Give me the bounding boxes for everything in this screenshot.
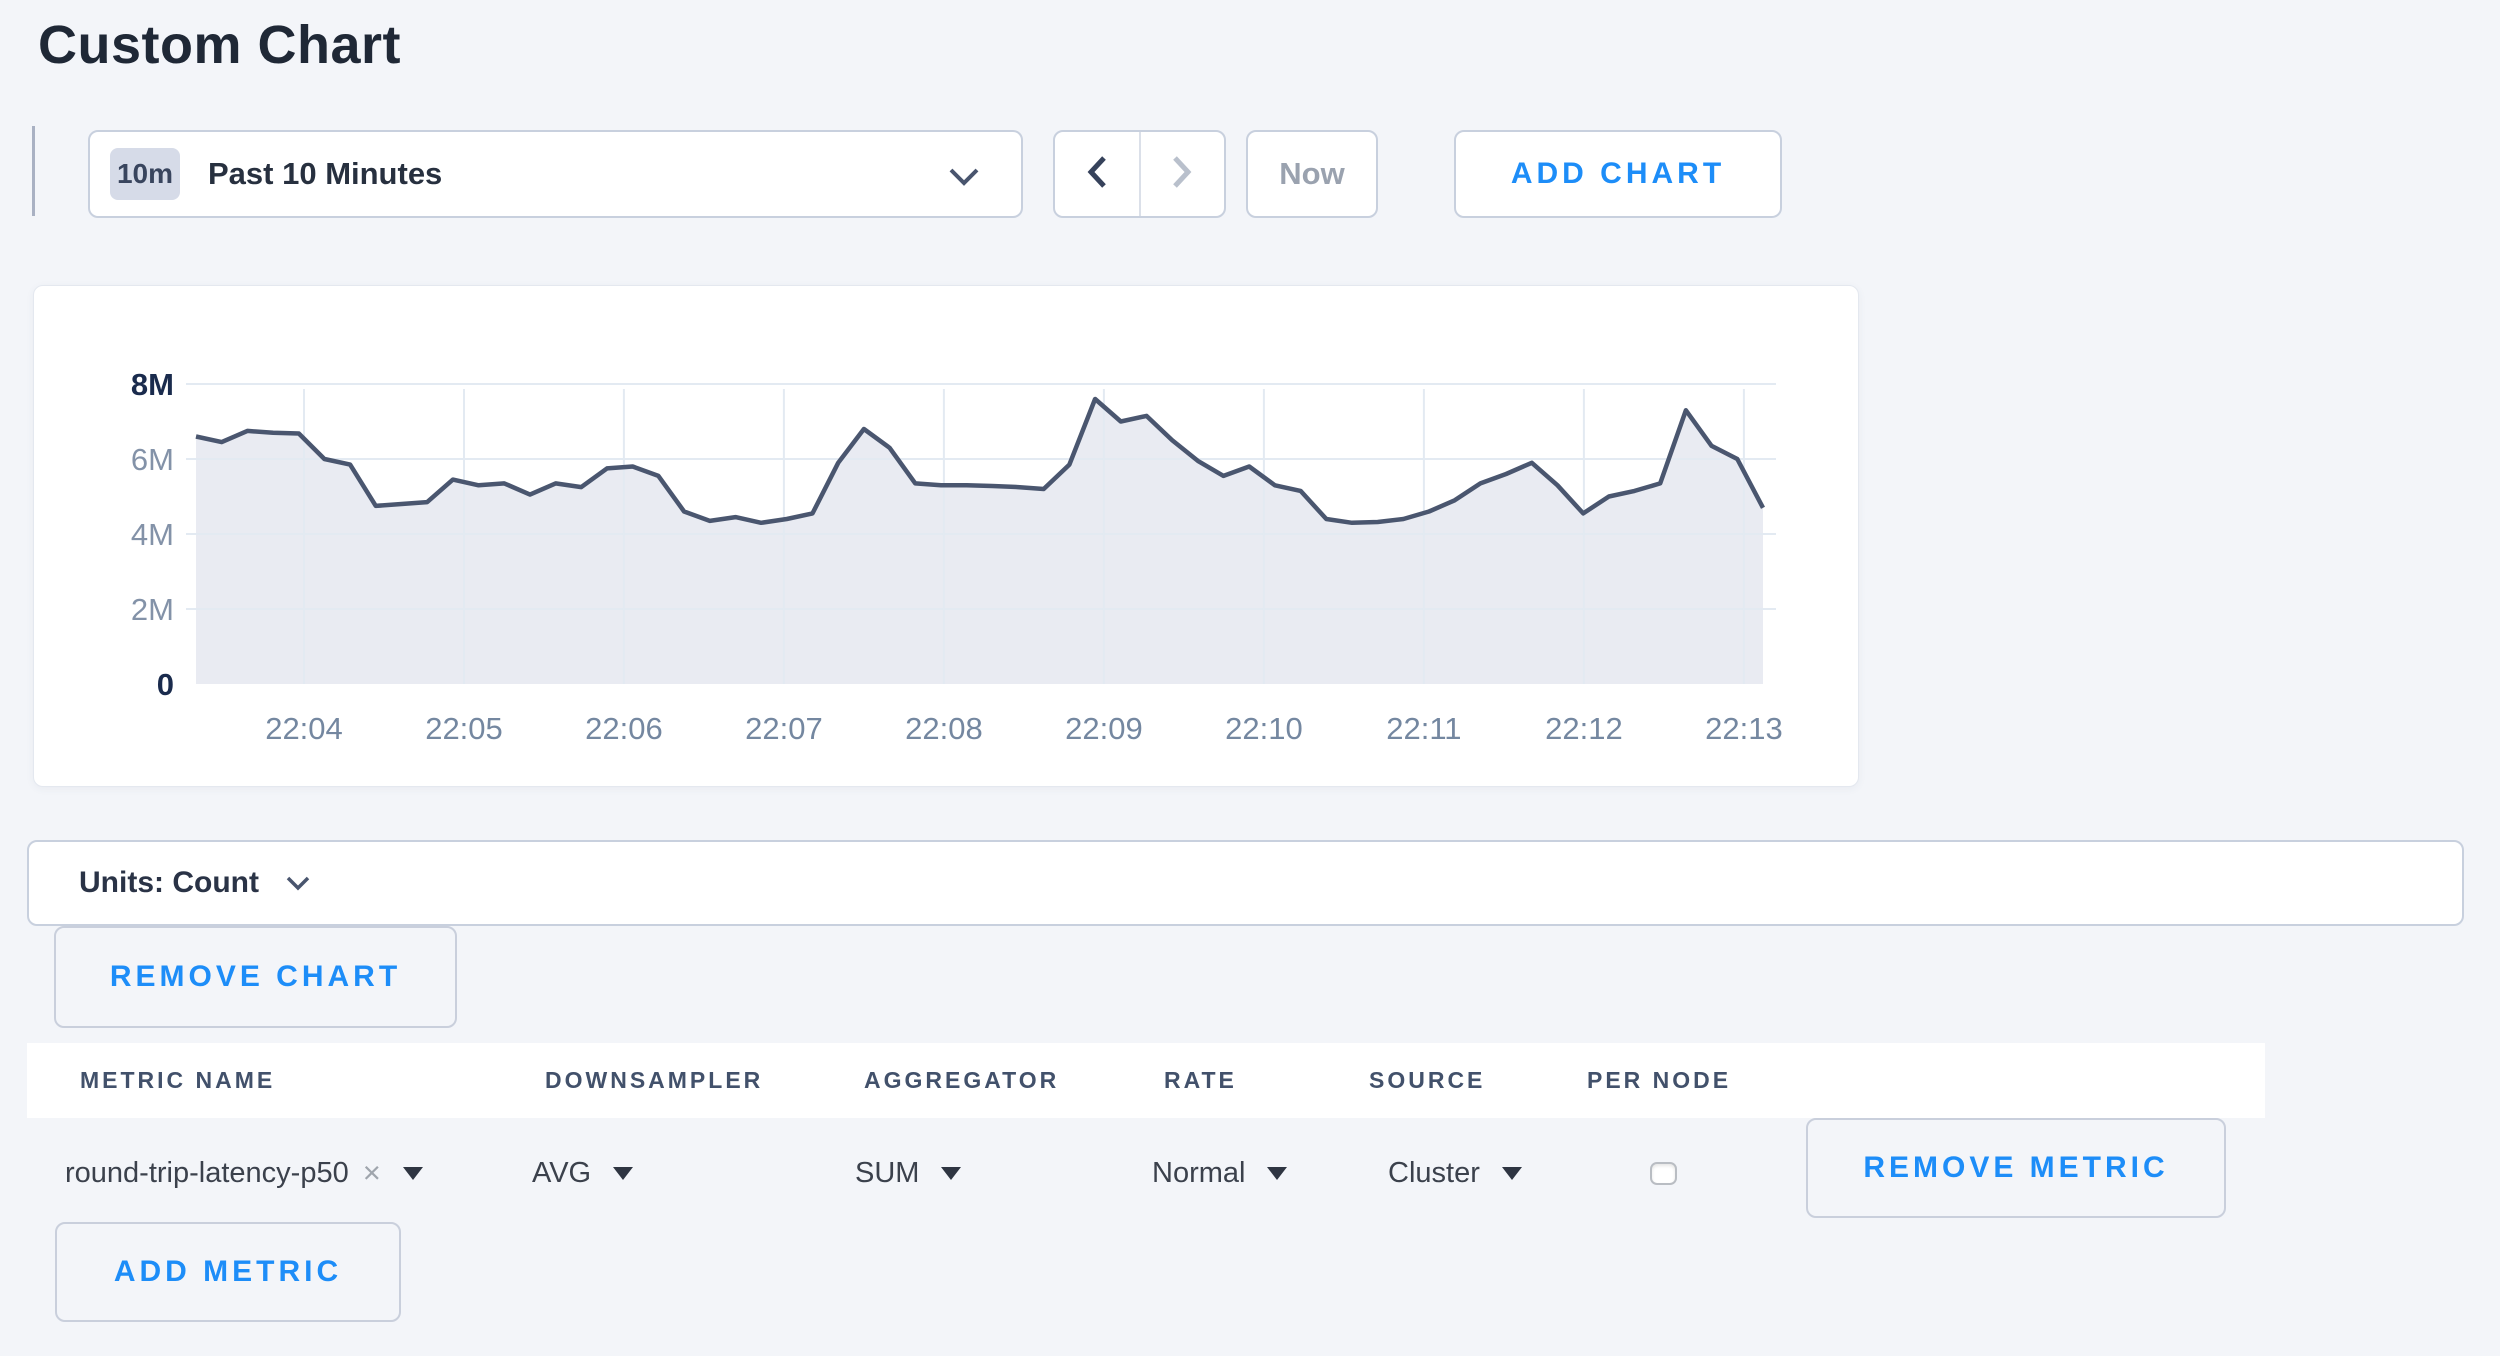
downsampler-dropdown[interactable]: AVG (532, 1118, 634, 1228)
time-forward-button[interactable] (1141, 132, 1225, 216)
metric-name-dropdown[interactable]: round-trip-latency-p50 × (65, 1118, 423, 1228)
column-header-metric-name: METRIC NAME (80, 1067, 276, 1093)
section-accent-line (32, 126, 35, 216)
time-range-badge: 10m (110, 148, 180, 200)
rate-dropdown[interactable]: Normal (1152, 1118, 1288, 1228)
svg-text:22:05: 22:05 (425, 711, 503, 746)
svg-text:22:11: 22:11 (1386, 711, 1461, 746)
time-range-label: Past 10 Minutes (208, 156, 443, 191)
per-node-checkbox[interactable] (1650, 1162, 1677, 1185)
column-header-downsampler: DOWNSAMPLER (545, 1067, 764, 1093)
svg-text:22:08: 22:08 (905, 711, 983, 746)
clear-metric-icon[interactable]: × (362, 1155, 381, 1190)
chevron-right-icon (1169, 152, 1195, 197)
units-dropdown[interactable]: Units: Count (27, 840, 2464, 926)
svg-text:22:10: 22:10 (1225, 711, 1303, 746)
units-label: Units: Count (79, 866, 259, 899)
caret-down-icon (613, 1166, 634, 1180)
add-metric-button[interactable]: ADD METRIC (55, 1222, 401, 1322)
chevron-down-icon (285, 875, 311, 897)
svg-text:22:06: 22:06 (585, 711, 663, 746)
chevron-left-icon (1084, 152, 1110, 197)
metric-row: round-trip-latency-p50 × AVG SUM Normal … (0, 1118, 2500, 1228)
time-shift-control (1053, 130, 1226, 218)
downsampler-value: AVG (532, 1156, 592, 1189)
caret-down-icon (1267, 1166, 1288, 1180)
svg-text:6M: 6M (131, 442, 174, 477)
page-title: Custom Chart (38, 15, 402, 75)
svg-text:22:07: 22:07 (745, 711, 823, 746)
time-back-button[interactable] (1055, 132, 1141, 216)
aggregator-value: SUM (855, 1156, 920, 1189)
remove-metric-button[interactable]: REMOVE METRIC (1806, 1118, 2226, 1218)
metrics-table-header: METRIC NAME DOWNSAMPLER AGGREGATOR RATE … (27, 1043, 2265, 1118)
source-dropdown[interactable]: Cluster (1388, 1118, 1522, 1228)
timeseries-chart: 8M 6M 4M 2M 0 22:04 22:05 22:06 22:07 22:08 22:09 2… (34, 286, 1858, 786)
add-chart-button[interactable]: ADD CHART (1454, 130, 1782, 218)
svg-text:22:12: 22:12 (1545, 711, 1623, 746)
svg-text:22:09: 22:09 (1065, 711, 1143, 746)
svg-text:4M: 4M (131, 517, 174, 552)
svg-text:22:13: 22:13 (1705, 711, 1783, 746)
caret-down-icon (941, 1166, 962, 1180)
svg-text:22:04: 22:04 (265, 711, 343, 746)
now-button[interactable]: Now (1246, 130, 1378, 218)
caret-down-icon (1501, 1166, 1522, 1180)
svg-text:0: 0 (157, 667, 174, 702)
metric-name-value: round-trip-latency-p50 (65, 1156, 349, 1189)
remove-chart-button[interactable]: REMOVE CHART (54, 926, 457, 1028)
rate-value: Normal (1152, 1156, 1246, 1189)
caret-down-icon (402, 1166, 423, 1180)
source-value: Cluster (1388, 1156, 1480, 1189)
column-header-source: SOURCE (1369, 1067, 1486, 1093)
svg-text:8M: 8M (131, 367, 174, 402)
aggregator-dropdown[interactable]: SUM (855, 1118, 962, 1228)
chevron-down-icon (947, 166, 981, 193)
chart-card: 8M 6M 4M 2M 0 22:04 22:05 22:06 22:07 22:08 22:09 2… (33, 285, 1859, 787)
column-header-aggregator: AGGREGATOR (864, 1067, 1060, 1093)
column-header-per-node: PER NODE (1587, 1067, 1732, 1093)
svg-text:2M: 2M (131, 592, 174, 627)
column-header-rate: RATE (1164, 1067, 1237, 1093)
time-range-select[interactable]: 10m Past 10 Minutes (88, 130, 1023, 218)
